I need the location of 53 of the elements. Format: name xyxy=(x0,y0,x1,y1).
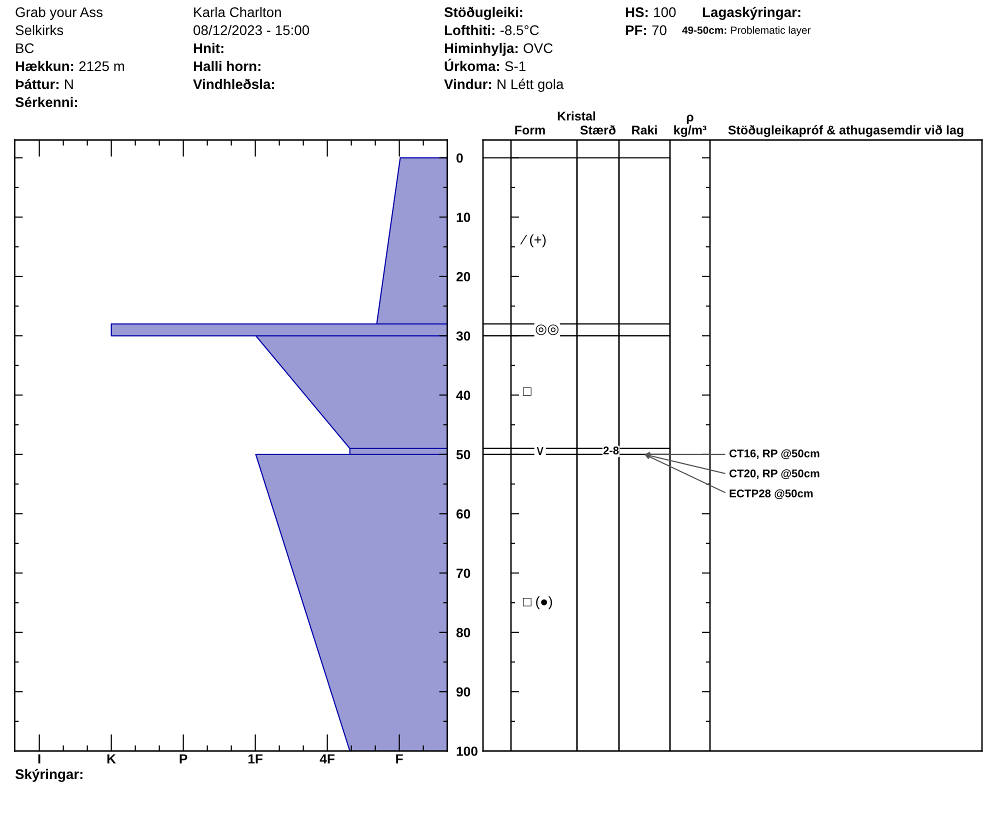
y-tick-label: 50 xyxy=(456,450,470,460)
text: Hækkun: 2125 m xyxy=(16,60,124,72)
annotation: CT16, RP @50cm xyxy=(729,449,820,460)
annotation: ECTP28 @50cm xyxy=(730,489,813,500)
y-tick-label: 60 xyxy=(456,509,470,519)
data-label: □ (●) xyxy=(523,596,552,610)
text: Lofthiti: -8.5°C xyxy=(444,24,539,36)
x-tick-label: Form xyxy=(515,126,545,135)
text: K xyxy=(107,754,116,764)
text: P xyxy=(180,754,188,764)
text: Þáttur: N xyxy=(16,78,73,90)
y-tick-label: 80 xyxy=(456,628,470,638)
text: Stöðugleikapróf & athugasemdir við lag xyxy=(728,125,964,137)
text: F xyxy=(396,754,403,764)
text: Hnit: xyxy=(194,42,224,54)
data-label: ◎◎ xyxy=(536,324,558,336)
y-tick-label: 10 xyxy=(456,212,470,222)
data-label: 2-8 xyxy=(603,446,619,454)
text: I xyxy=(38,754,40,764)
y-tick-label: 70 xyxy=(456,568,470,578)
text: Sérkenni: xyxy=(15,96,77,108)
y-tick-label: 100 xyxy=(456,746,478,756)
data-label: ⁄ (+) xyxy=(520,234,546,248)
y-tick-label: 0 xyxy=(456,153,463,163)
data-label: ∨ xyxy=(536,446,544,456)
x-tick-label: Raki xyxy=(632,125,657,135)
text: Skýringar: xyxy=(15,768,82,782)
x-tick-label: ρ kg/m³ xyxy=(674,114,706,137)
data-label: □ xyxy=(523,387,532,396)
text: BC xyxy=(16,43,34,54)
text: 1F xyxy=(248,754,263,764)
text: Stöðugleiki: xyxy=(444,6,522,20)
text: HS: 100 xyxy=(626,7,676,18)
annotation: CT20, RP @50cm xyxy=(729,469,820,480)
text: Halli horn: xyxy=(194,60,260,72)
text: Vindur: N Létt gola xyxy=(444,78,564,92)
text: Grab your Ass xyxy=(16,6,102,20)
chart-title: Kristal xyxy=(558,111,596,121)
text: Vindhleðsla: xyxy=(193,78,274,90)
y-tick-label: 90 xyxy=(456,687,470,697)
x-tick-label: Stærð xyxy=(580,125,616,135)
text: 49-50cm: Problematic layer xyxy=(682,26,811,36)
text: Karla Charlton xyxy=(194,6,281,18)
text: Lagaskýringar: xyxy=(702,6,800,20)
y-tick-label: 30 xyxy=(456,331,470,341)
text: PF: 70 xyxy=(626,25,666,36)
y-tick-label: 20 xyxy=(456,272,470,282)
y-tick-label: 40 xyxy=(456,390,470,400)
text: Úrkoma: S-1 xyxy=(444,58,526,72)
text: Selkirks xyxy=(16,24,64,36)
text: Himinhylja: OVC xyxy=(444,42,553,56)
text: 08/12/2023 - 15:00 xyxy=(194,24,310,36)
text: 4F xyxy=(320,754,335,764)
